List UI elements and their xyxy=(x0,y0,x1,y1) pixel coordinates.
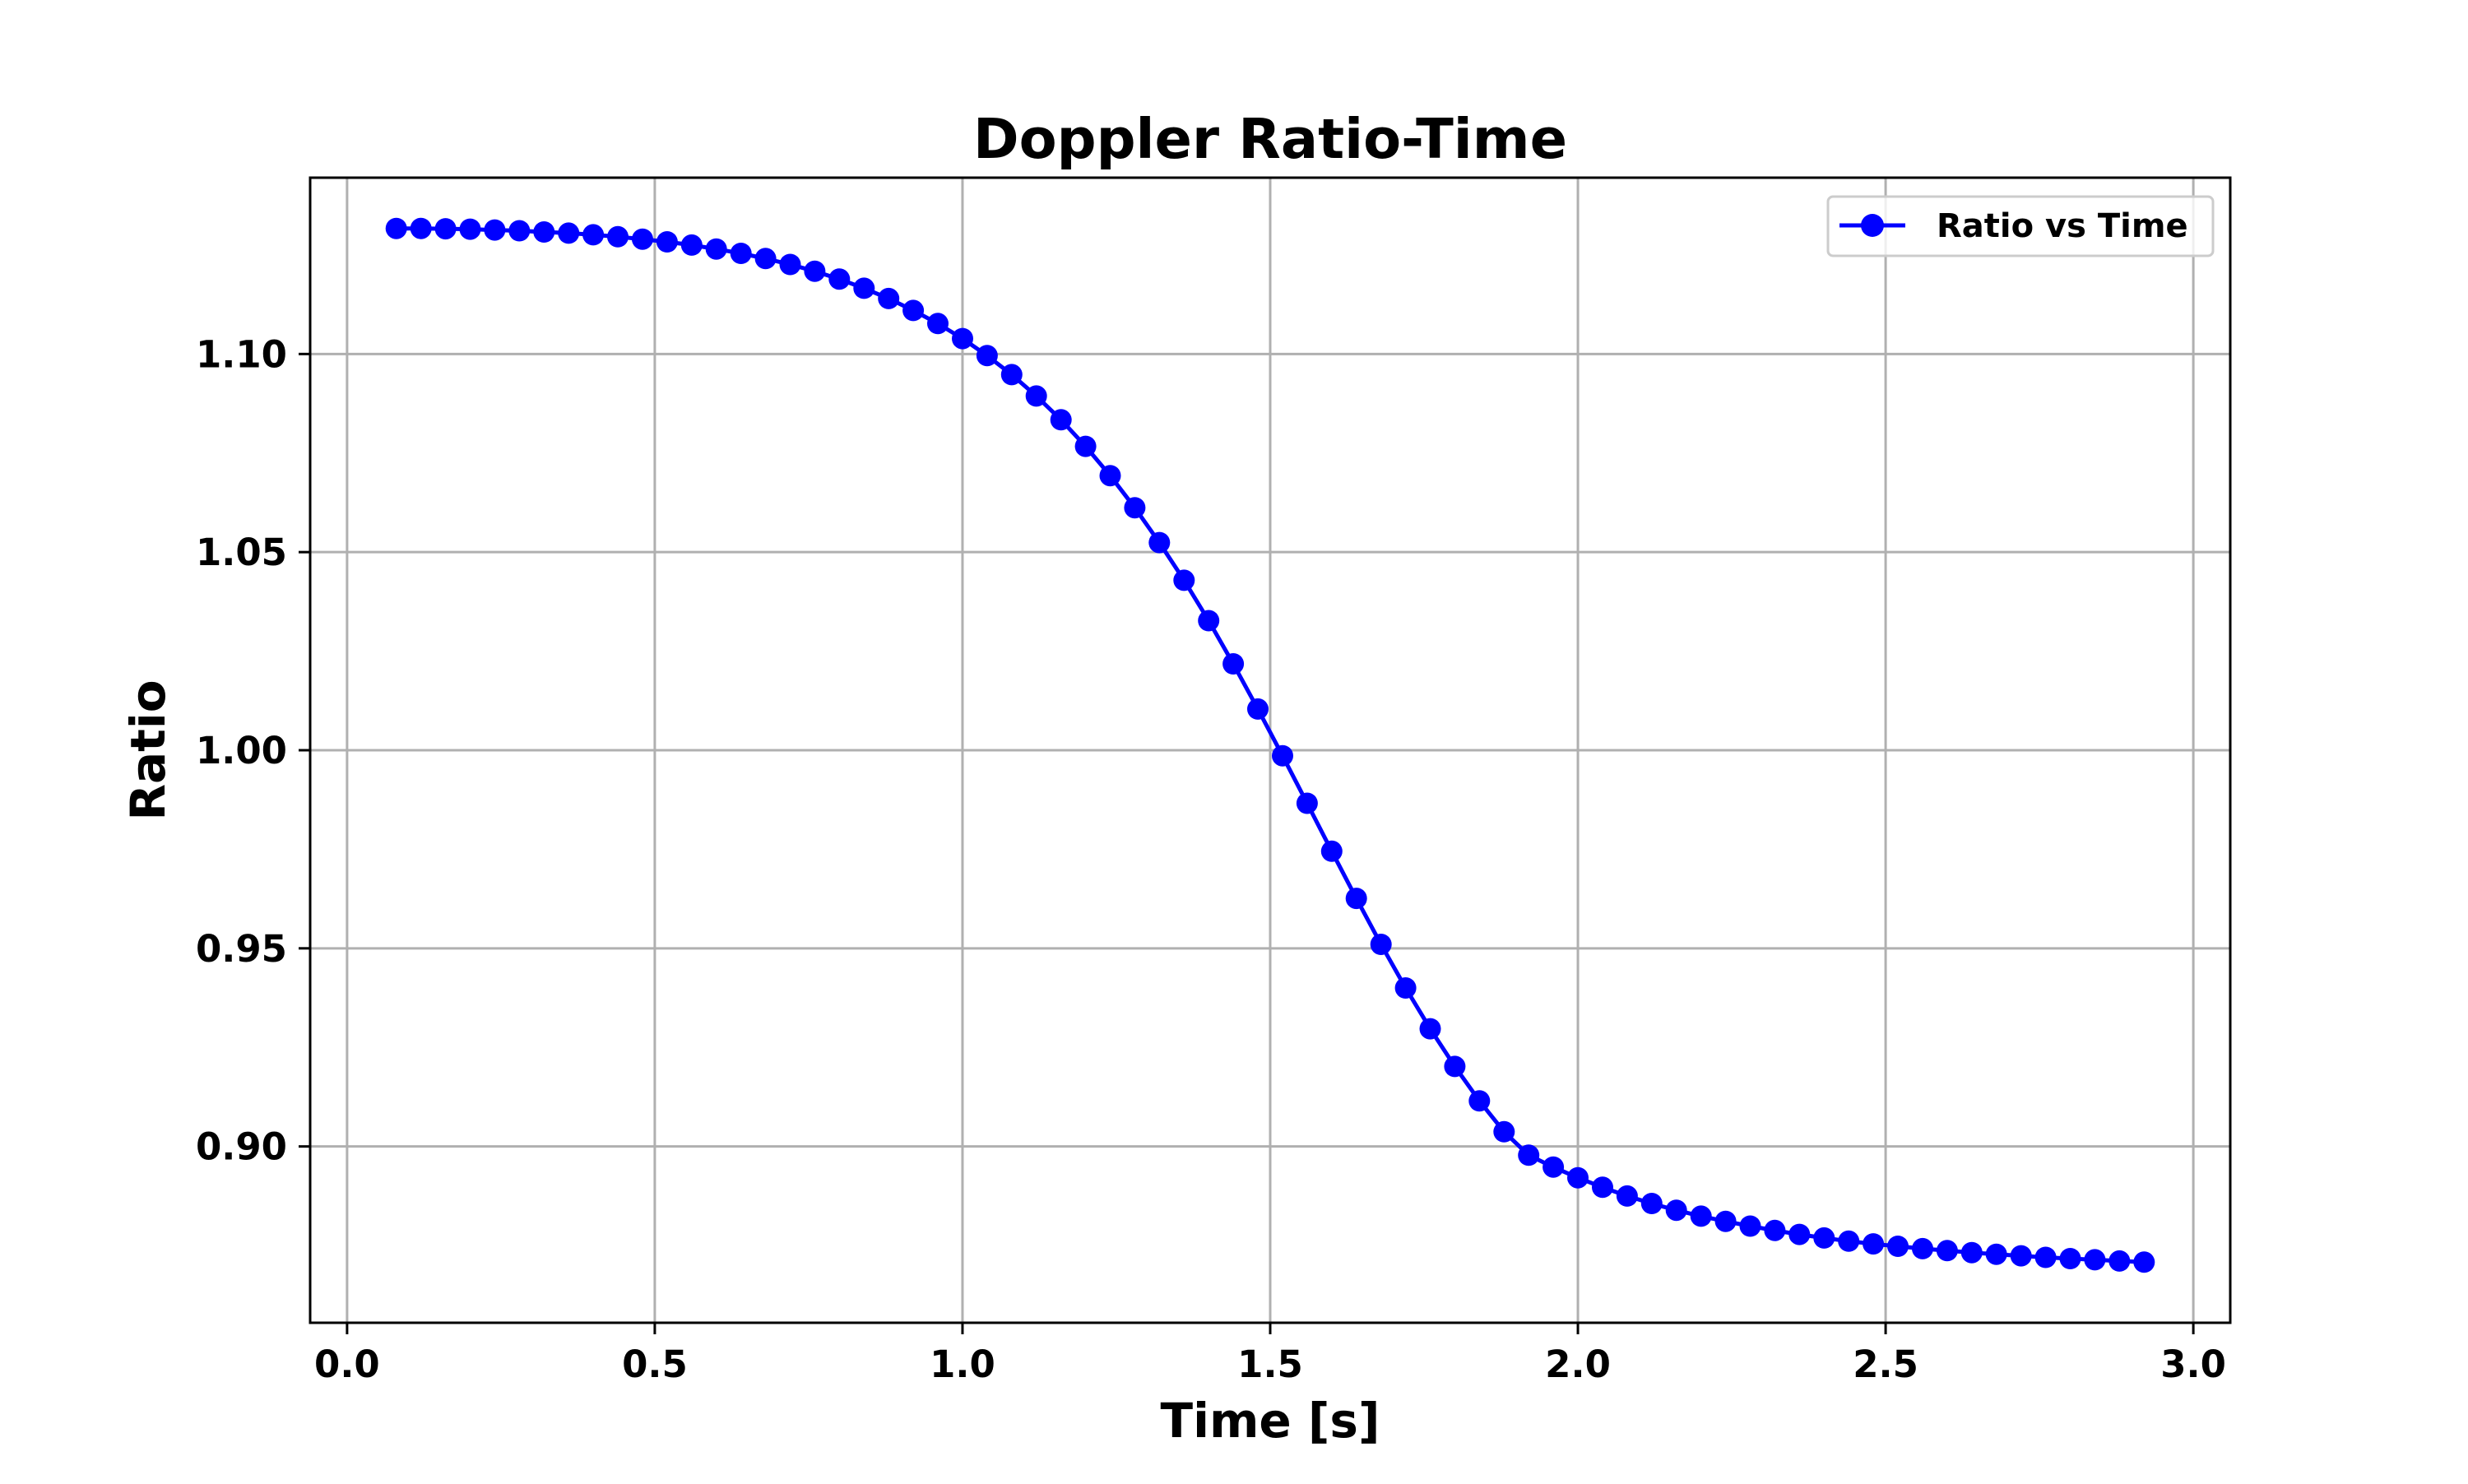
data-point xyxy=(1863,1233,1885,1255)
data-point xyxy=(484,219,506,241)
data-point xyxy=(558,222,580,244)
data-point xyxy=(1124,497,1146,519)
data-point xyxy=(1222,653,1245,675)
legend-marker xyxy=(1861,214,1884,237)
data-point xyxy=(2010,1245,2032,1267)
data-point xyxy=(1518,1144,1540,1166)
chart-title: Doppler Ratio-Time xyxy=(973,107,1567,171)
grid-layer xyxy=(310,178,2230,1323)
y-tick-label: 1.00 xyxy=(196,729,287,772)
y-tick-label: 1.10 xyxy=(196,332,287,376)
data-point xyxy=(754,248,777,270)
data-point xyxy=(410,217,432,239)
data-point xyxy=(1764,1219,1786,1241)
legend: Ratio vs Time xyxy=(1826,195,2215,257)
data-point xyxy=(1838,1230,1860,1252)
data-point xyxy=(632,228,653,250)
data-point xyxy=(853,277,875,299)
data-point xyxy=(1296,792,1318,814)
x-tick-label: 0.0 xyxy=(314,1343,380,1386)
data-point xyxy=(582,224,605,246)
data-point xyxy=(1099,465,1121,487)
data-point xyxy=(1690,1205,1712,1227)
y-tick-label: 0.90 xyxy=(196,1125,287,1169)
x-tick-label: 2.5 xyxy=(1853,1343,1918,1386)
y-tick-label: 0.95 xyxy=(196,927,287,971)
data-point xyxy=(1468,1090,1491,1112)
data-point xyxy=(705,238,727,260)
data-point xyxy=(1960,1241,1983,1264)
data-point xyxy=(1370,934,1392,955)
data-point xyxy=(2108,1250,2131,1272)
data-point xyxy=(1985,1243,2007,1265)
data-point xyxy=(385,217,407,239)
data-point xyxy=(828,268,851,290)
legend-label: Ratio vs Time xyxy=(1937,207,2188,245)
data-point xyxy=(1394,977,1417,999)
data-point xyxy=(1813,1227,1835,1249)
data-point xyxy=(1050,409,1072,431)
data-point xyxy=(952,327,973,350)
data-point xyxy=(2084,1249,2106,1271)
data-point xyxy=(1665,1199,1687,1222)
data-point xyxy=(607,225,629,248)
data-point xyxy=(1444,1055,1466,1078)
data-point xyxy=(1247,698,1269,720)
data-point xyxy=(459,218,481,240)
data-point xyxy=(2059,1248,2081,1269)
data-point xyxy=(1025,385,1047,407)
x-axis-label: Time [s] xyxy=(1161,1393,1380,1449)
data-point xyxy=(878,287,900,309)
data-point xyxy=(1936,1240,1958,1262)
data-point xyxy=(508,220,531,242)
data-point-layer xyxy=(385,217,2155,1273)
data-point xyxy=(2133,1251,2155,1273)
data-point xyxy=(1739,1215,1761,1237)
data-point xyxy=(976,345,998,367)
data-point xyxy=(1640,1193,1663,1214)
data-point xyxy=(902,299,925,322)
data-point xyxy=(1074,435,1097,457)
data-point xyxy=(1493,1120,1515,1143)
data-point xyxy=(680,234,703,256)
data-point xyxy=(1320,840,1343,862)
data-point xyxy=(1887,1236,1909,1257)
data-point xyxy=(1148,531,1171,554)
data-point xyxy=(730,243,752,264)
data-point xyxy=(1788,1223,1811,1245)
data-point xyxy=(1592,1176,1613,1199)
data-point xyxy=(533,221,555,243)
data-point xyxy=(779,253,801,276)
data-point xyxy=(434,218,457,240)
data-point xyxy=(1272,744,1293,767)
tick-layer: 0.0 0.5 1.0 1.5 2.0 2.5 3.0 0.90 0.95 1.00 1.05 1.1… xyxy=(196,332,2226,1386)
data-point xyxy=(1616,1185,1638,1207)
x-tick-label: 2.0 xyxy=(1545,1343,1611,1386)
x-tick-label: 1.5 xyxy=(1237,1343,1303,1386)
data-point xyxy=(1000,364,1023,386)
y-tick-label: 1.05 xyxy=(196,531,287,574)
data-point xyxy=(927,313,949,335)
data-point xyxy=(1714,1210,1737,1232)
data-point xyxy=(1912,1237,1933,1259)
data-point xyxy=(1567,1166,1589,1189)
data-point xyxy=(1542,1156,1565,1178)
data-point xyxy=(1198,610,1220,632)
data-point xyxy=(2034,1246,2057,1268)
y-axis-label: Ratio xyxy=(120,679,176,820)
data-point xyxy=(1419,1018,1441,1040)
x-tick-label: 0.5 xyxy=(622,1343,688,1386)
data-point xyxy=(804,260,826,282)
legend-box xyxy=(1826,195,2215,257)
x-tick-label: 1.0 xyxy=(930,1343,995,1386)
data-point xyxy=(1173,569,1195,591)
data-point xyxy=(1345,888,1367,910)
data-point xyxy=(656,231,678,253)
x-tick-label: 3.0 xyxy=(2160,1343,2226,1386)
